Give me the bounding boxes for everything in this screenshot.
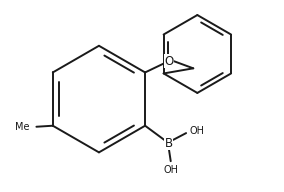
Text: B: B bbox=[165, 137, 173, 150]
Text: OH: OH bbox=[189, 126, 204, 136]
Text: O: O bbox=[164, 55, 173, 68]
Text: OH: OH bbox=[163, 165, 178, 175]
Text: Me: Me bbox=[15, 122, 29, 132]
